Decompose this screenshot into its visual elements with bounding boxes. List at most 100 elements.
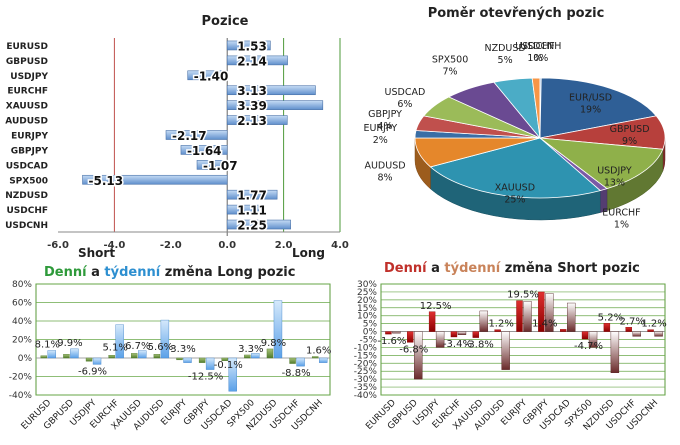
slice-percent: 0% [533,53,548,64]
value-label-halo: 2.14 [237,54,267,68]
slice-percent: 6% [397,99,412,110]
weekly-change-bar [251,353,260,359]
chart-title-part: a [427,261,445,276]
daily-change-bar [108,355,115,359]
value-label: 1.11 [237,204,267,218]
value-label-halo: -1.07 [203,159,238,173]
chart-title-part: změna Short pozic [500,261,640,276]
weekly-change-bar [70,348,79,359]
weekly-change-bar [228,357,237,392]
y-tick-label: 60% [12,299,32,309]
chart-title: Poměr otevřených pozic [428,6,605,21]
y-tick-label: 0% [18,354,33,364]
pie-slice [538,137,664,190]
daily-change-bar [472,331,480,338]
category-label: AUDUSD [5,117,48,127]
slice-label: GBPUSD [610,124,650,135]
position-bar [226,85,316,96]
daily-change-bar [266,348,274,359]
data-label: 3.3% [170,344,195,355]
y-tick-label: -20% [354,359,378,369]
weekly-change-bar [610,331,620,374]
daily-change-bar [131,353,138,359]
slice-label: XAUUSD [495,183,535,194]
position-bar [82,174,228,185]
daily-change-bar [647,329,654,332]
position-bar [226,189,278,200]
slice-percent: 5% [498,55,513,66]
daily-change-bar [63,354,70,359]
y-tick-label: -20% [9,373,33,383]
daily-change-bar [428,311,436,332]
weekly-change-bar [479,310,489,332]
position-bar [226,219,291,230]
value-label: -5.13 [89,174,124,188]
y-tick-label: -10% [354,343,378,353]
position-bar [180,145,228,155]
chart-title-part: týdenní [444,261,501,276]
y-tick-label: 15% [357,304,377,314]
long-change-chart: Denní a týdenní změna Long pozic -40% -20%… [9,265,332,433]
data-label: 1.4% [532,318,557,329]
data-label: 5.6% [148,342,173,353]
category-label: USDJPY [10,72,48,82]
weekly-change-bar [566,302,576,332]
daily-change-bar [625,327,632,332]
value-label-halo: 1.11 [237,204,267,218]
slice-label: EURJPY [363,123,397,134]
data-label: -8.8% [282,368,311,379]
chart-title-part: a [87,265,105,280]
y-tick-label: 5% [363,320,378,330]
slice-percent: 1% [614,219,629,230]
daily-change-bar [153,354,161,359]
value-label-halo: 1.77 [237,189,267,203]
weekly-change-bar [92,357,102,365]
value-label-halo: -1.64 [187,144,222,158]
chart-title: Pozice [201,14,248,29]
y-tick-label: -15% [354,351,378,361]
daily-change-bar [385,331,392,335]
daily-change-bar [603,323,611,332]
data-label: 1.2% [488,319,513,330]
slice-label: USDCAD [385,87,426,98]
value-label: 3.13 [237,84,267,98]
data-label: -12.5% [188,372,223,383]
daily-change-bar [516,300,523,332]
slice-label: GBPJPY [368,109,402,120]
weekly-change-bar [205,357,215,370]
x-tick-label: 2.0 [275,240,293,251]
y-tick-label: 20% [12,336,32,346]
value-label: 3.39 [237,99,267,113]
daily-change-bar [198,357,206,363]
slice-percent: 9% [622,136,637,147]
data-label: 1.6% [306,346,331,357]
pie-slice [429,137,602,199]
y-tick-label: 25% [357,288,377,298]
chart-title: Denní a týdenní změna Long pozic [44,265,295,280]
y-tick-label: 10% [357,312,377,322]
slice-percent: 4% [377,121,392,132]
category-label: GBPJPY [11,146,49,156]
value-label: -2.17 [172,129,207,143]
y-tick-label: -35% [354,383,378,393]
daily-change-bar [538,291,545,332]
daily-change-bar [85,357,93,362]
chart-title-part: změna Long pozic [160,265,295,280]
data-label: -1.6% [377,336,406,347]
short-side-label: Short [78,246,115,260]
x-tick-label: 0.0 [218,240,236,251]
slice-label: EUR/USD [569,92,612,103]
data-label: 5.2% [598,312,623,323]
data-label: 9.8% [261,338,286,349]
y-tick-label: 0% [363,328,378,338]
data-label: 8.1% [35,340,60,351]
weekly-change-bar [138,350,147,359]
position-bar [226,55,288,66]
category-label: EURUSD [6,42,48,52]
weekly-change-bar [523,301,532,332]
data-label: -3.8% [465,340,494,351]
category-label: XAUUSD [6,102,48,112]
x-tick-label: -6.0 [47,240,69,251]
